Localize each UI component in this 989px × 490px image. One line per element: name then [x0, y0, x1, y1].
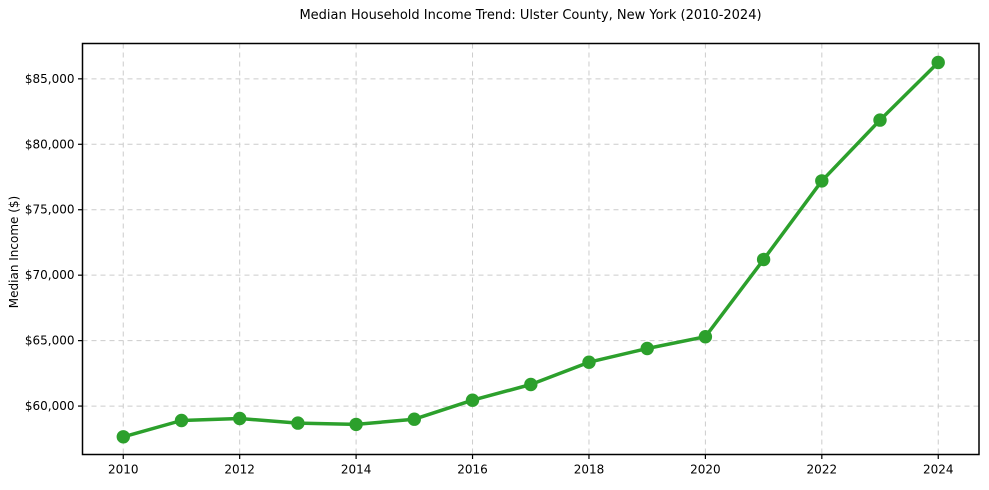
data-point-2019: [640, 341, 654, 356]
x-tick-label: 2014: [341, 463, 372, 477]
y-tick-label: $60,000: [25, 399, 75, 413]
x-tick-label: 2018: [574, 463, 605, 477]
y-tick-label: $80,000: [25, 137, 75, 151]
y-tick-label: $85,000: [25, 72, 75, 86]
data-point-2012: [233, 411, 247, 426]
data-point-2013: [291, 416, 305, 430]
x-tick-label: 2020: [690, 463, 721, 477]
x-tick-label: 2010: [108, 463, 139, 477]
data-point-2023: [873, 113, 887, 127]
plot-border: [81, 42, 980, 456]
data-point-2016: [465, 393, 480, 407]
data-point-2022: [815, 174, 829, 188]
x-tick-label: 2024: [923, 463, 954, 477]
y-tick-label: $70,000: [25, 268, 75, 282]
x-tick-label: 2022: [807, 463, 838, 477]
data-point-2014: [349, 417, 363, 432]
data-point-2024: [931, 55, 945, 70]
x-tick-label: 2016: [457, 463, 488, 477]
y-tick-label: $75,000: [25, 203, 75, 217]
data-point-2011: [174, 413, 189, 428]
data-point-2020: [698, 330, 713, 344]
data-point-2010: [116, 430, 130, 444]
data-point-2021: [756, 252, 771, 267]
x-tick-label: 2012: [224, 463, 255, 477]
y-tick-label: $65,000: [25, 334, 75, 348]
data-point-2015: [407, 412, 421, 426]
data-point-2018: [582, 355, 596, 369]
chart-title: Median Household Income Trend: Ulster Co…: [299, 8, 762, 23]
data-point-2017: [524, 377, 538, 392]
